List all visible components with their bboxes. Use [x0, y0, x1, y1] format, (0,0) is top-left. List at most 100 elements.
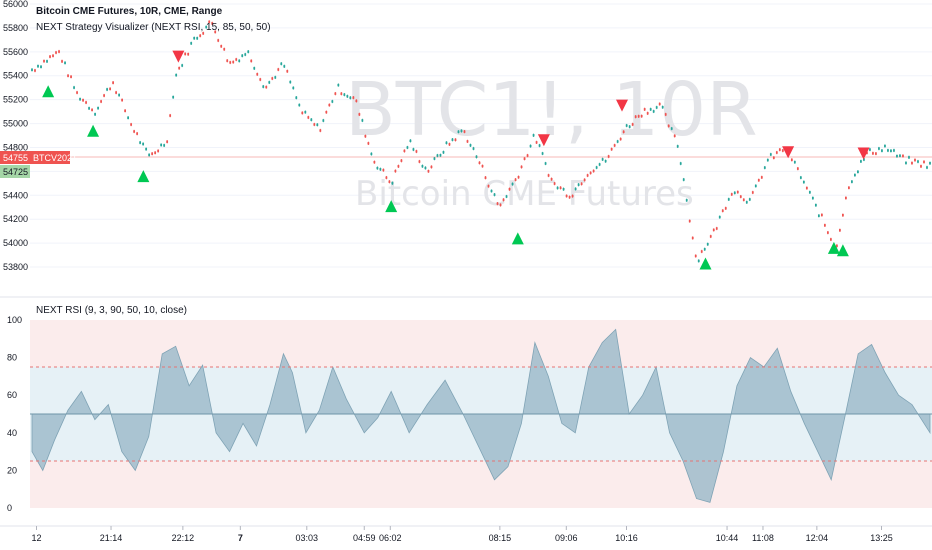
candle [745, 200, 748, 204]
candle [571, 194, 574, 198]
candle [79, 97, 81, 101]
candle [178, 66, 181, 70]
price-tick-label: 54200 [3, 214, 28, 224]
candle [115, 90, 117, 95]
candle [91, 108, 93, 112]
candle [262, 84, 265, 89]
candle [583, 178, 586, 182]
candle [55, 50, 57, 55]
buy-signal-marker [87, 124, 100, 137]
candle [292, 86, 295, 90]
candle [802, 180, 805, 184]
candle [676, 144, 679, 149]
buy-signal-marker [836, 244, 849, 257]
price-tick-label: 55000 [3, 119, 28, 129]
candle [911, 161, 913, 165]
candle [529, 144, 532, 148]
candle [589, 171, 592, 175]
candle [640, 114, 643, 118]
candle [547, 173, 550, 178]
candle [358, 112, 361, 117]
candle [811, 196, 814, 200]
candle [902, 154, 904, 158]
candle [181, 63, 184, 68]
price-tick-label: 54000 [3, 238, 28, 248]
candle [271, 76, 274, 81]
candle [532, 133, 535, 137]
candle [712, 228, 715, 232]
candle [259, 77, 262, 82]
candle [298, 103, 301, 107]
candle [851, 180, 853, 184]
candle [40, 65, 42, 69]
rsi-tick-label: 80 [7, 353, 17, 363]
candle [499, 203, 502, 207]
candle [202, 31, 205, 36]
candle [613, 143, 616, 148]
time-tick-label: 22:12 [172, 533, 195, 543]
candle [766, 158, 769, 162]
candle [163, 143, 166, 148]
candle [361, 118, 364, 123]
candle [409, 139, 412, 143]
rsi-tick-label: 60 [7, 390, 17, 400]
candle [346, 94, 349, 98]
candle [592, 169, 595, 173]
candle [793, 160, 796, 164]
candle [148, 153, 151, 157]
candle [854, 173, 856, 177]
candle [247, 50, 250, 54]
candle [211, 21, 214, 26]
candle [310, 118, 313, 122]
candle [823, 223, 826, 227]
candle [130, 122, 133, 127]
time-tick-label: 10:44 [716, 533, 739, 543]
secondary-price-value: 54725 [3, 167, 28, 177]
sell-signal-marker [782, 146, 795, 159]
candle [781, 148, 784, 153]
price-axis: 5600055800556005540055200550005480054600… [3, 0, 28, 272]
candle [905, 161, 907, 165]
candle [757, 178, 760, 182]
candle [490, 189, 493, 193]
candle [838, 228, 841, 232]
candle [586, 173, 589, 178]
candle [661, 105, 664, 109]
candle [869, 147, 871, 152]
time-tick-label: 03:03 [296, 533, 319, 543]
candle [625, 123, 628, 128]
candle [541, 151, 544, 156]
rsi-title: NEXT RSI (9, 3, 90, 50, 10, close) [36, 305, 187, 316]
candle [835, 244, 838, 248]
candle [817, 214, 820, 218]
candle [718, 215, 721, 219]
candle [316, 123, 319, 127]
candle [778, 147, 781, 152]
candle [379, 167, 382, 171]
candle [376, 166, 379, 170]
candle [484, 176, 487, 180]
candle [427, 169, 430, 173]
candle [82, 98, 84, 102]
candle [301, 111, 304, 115]
candle [433, 156, 436, 161]
candle [331, 99, 334, 104]
candle [493, 192, 496, 197]
price-tick-label: 53800 [3, 262, 28, 272]
secondary-price-tag-bg [0, 165, 30, 178]
candle [733, 191, 736, 195]
candle [391, 181, 394, 185]
candle [190, 41, 193, 45]
time-tick-label: 08:15 [489, 533, 512, 543]
candle [244, 52, 247, 57]
candle [463, 129, 466, 134]
candle [415, 149, 418, 154]
candle [511, 182, 514, 186]
candle [568, 195, 571, 199]
candle [52, 54, 54, 58]
candle [502, 198, 505, 202]
candle [637, 114, 640, 118]
candle [748, 197, 751, 202]
candle [196, 36, 199, 40]
